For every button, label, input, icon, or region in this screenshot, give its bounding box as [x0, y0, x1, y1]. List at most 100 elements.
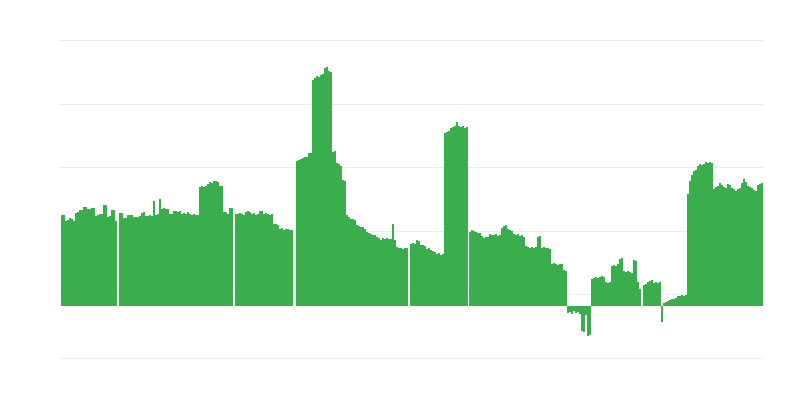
- chart-bar: [167, 209, 169, 306]
- chart-bar: [249, 212, 251, 306]
- chart-bar: [291, 230, 293, 306]
- chart-bar: [103, 205, 105, 306]
- chart-bar: [109, 216, 111, 306]
- chart-bar: [388, 239, 390, 306]
- gridline: [60, 40, 763, 41]
- chart-bar: [376, 237, 378, 306]
- chart-bar: [753, 190, 755, 306]
- chart-bar: [647, 282, 649, 306]
- chart-bar: [541, 248, 543, 306]
- chart-bar: [757, 185, 759, 306]
- chart-bar: [589, 306, 591, 335]
- chart-bar: [515, 235, 517, 306]
- chart-bar: [633, 260, 635, 306]
- chart-bar: [71, 219, 73, 306]
- chart-bar: [442, 254, 444, 306]
- chart-bar: [525, 246, 527, 306]
- chart-bar: [497, 236, 499, 306]
- chart-bar: [519, 236, 521, 306]
- chart-bar: [675, 298, 677, 306]
- chart-bar: [279, 229, 281, 306]
- chart-bar: [605, 282, 607, 306]
- chart-bar: [551, 264, 553, 306]
- chart-bar: [89, 209, 91, 306]
- chart-bar: [302, 158, 304, 306]
- chart-bar: [739, 188, 741, 306]
- chart-bar: [263, 214, 265, 306]
- chart-bar: [404, 248, 406, 306]
- gridline: [60, 358, 763, 359]
- chart-bar: [737, 189, 739, 306]
- chart-bar: [444, 133, 446, 306]
- chart-bar: [709, 162, 711, 306]
- chart-bar: [336, 163, 338, 306]
- chart-bar: [511, 231, 513, 306]
- chart-bar: [131, 215, 133, 306]
- chart-bar: [412, 243, 414, 306]
- chart-bar: [330, 72, 332, 306]
- chart-bar: [314, 78, 316, 306]
- chart-bar: [533, 248, 535, 306]
- chart-bar: [436, 254, 438, 306]
- chart-bar: [430, 250, 432, 306]
- chart-bar: [344, 181, 346, 306]
- chart-bar: [699, 164, 701, 306]
- chart-bar: [671, 299, 673, 306]
- chart-bar: [271, 214, 273, 306]
- chart-bar: [328, 71, 330, 306]
- chart-bar: [729, 185, 731, 306]
- chart-bar: [677, 296, 679, 306]
- chart-bar: [607, 283, 609, 306]
- chart-bar: [759, 184, 761, 306]
- chart-bar: [123, 218, 125, 306]
- chart-bar: [273, 224, 275, 306]
- chart-bar: [422, 245, 424, 306]
- chart-bar: [599, 277, 601, 306]
- chart-bar: [613, 265, 615, 306]
- chart-bar: [199, 187, 201, 306]
- gridline: [60, 104, 763, 105]
- chart-bar: [573, 306, 575, 311]
- chart-bar: [471, 230, 473, 306]
- chart-bar: [63, 215, 65, 306]
- chart-bar: [119, 213, 121, 306]
- chart-bar: [386, 238, 388, 306]
- chart-bar: [505, 225, 507, 306]
- chart-bar: [179, 211, 181, 306]
- chart-bar: [143, 212, 145, 306]
- chart-bar: [255, 215, 257, 306]
- chart-bar: [645, 284, 647, 306]
- chart-bar: [69, 218, 71, 306]
- chart-bar: [527, 247, 529, 306]
- chart-bar: [61, 215, 63, 306]
- chart-bar: [681, 295, 683, 306]
- chart-bar: [454, 126, 456, 306]
- chart-bar: [304, 157, 306, 306]
- chart-bar: [462, 126, 464, 306]
- chart-bar: [687, 194, 689, 306]
- chart-bar: [639, 289, 641, 306]
- chart-bar: [685, 295, 687, 306]
- chart-bar: [354, 220, 356, 306]
- chart-bar: [185, 214, 187, 306]
- chart-bar: [396, 247, 398, 306]
- chart-bar: [495, 234, 497, 306]
- chart-bar: [155, 215, 157, 306]
- chart-bar: [342, 180, 344, 306]
- chart-bar: [217, 182, 219, 306]
- chart-bar: [113, 210, 115, 306]
- chart-bar: [101, 214, 103, 306]
- chart-bar: [460, 127, 462, 306]
- chart-bar: [287, 229, 289, 306]
- chart-bar: [308, 153, 310, 306]
- chart-bar: [727, 184, 729, 306]
- chart-bar: [225, 212, 227, 306]
- chart-bar: [475, 232, 477, 306]
- chart-bar: [428, 248, 430, 306]
- chart-bar: [485, 237, 487, 306]
- chart-bar: [579, 306, 581, 314]
- chart-bar: [547, 248, 549, 306]
- chart-bar: [265, 213, 267, 306]
- chart-bar: [456, 122, 458, 306]
